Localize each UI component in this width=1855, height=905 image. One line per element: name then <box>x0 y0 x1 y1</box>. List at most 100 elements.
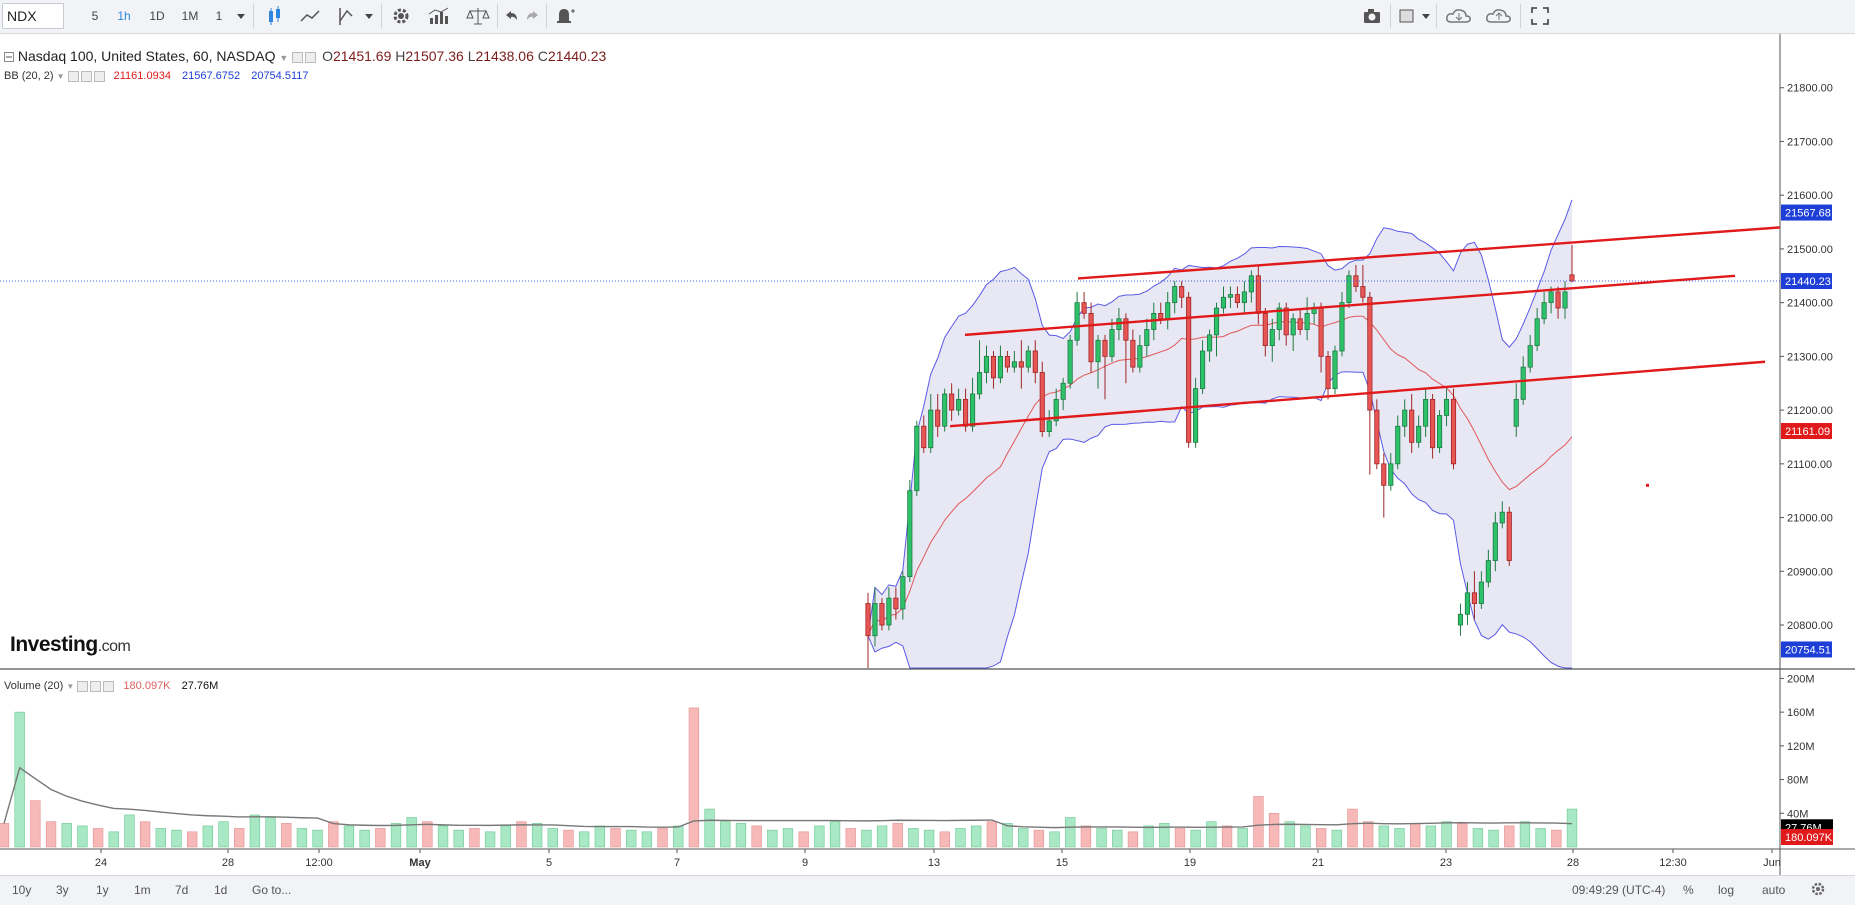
candle-body <box>997 355 1003 379</box>
line-chart-icon[interactable] <box>295 3 325 29</box>
settings-gear-icon[interactable] <box>1810 881 1826 900</box>
volume-bar <box>626 829 637 848</box>
percent-button[interactable]: % <box>1683 883 1694 897</box>
range-1y-button[interactable]: 1y <box>96 883 109 897</box>
bb-basis-value: 21161.0934 <box>113 70 171 82</box>
symbol-input[interactable]: NDX <box>2 3 64 29</box>
volume-bar <box>390 823 402 848</box>
auto-button[interactable]: auto <box>1762 883 1786 897</box>
interval-1-button[interactable]: 1 <box>208 3 230 29</box>
volume-bar <box>77 825 88 848</box>
volume-bar <box>375 828 386 848</box>
cloud-save-icon[interactable] <box>1483 3 1515 29</box>
volume-visibility-icon[interactable] <box>77 680 89 692</box>
template-dropdown-icon[interactable] <box>1418 3 1434 29</box>
volume-format-icon[interactable] <box>90 680 102 692</box>
bb-visibility-icon[interactable] <box>67 70 79 82</box>
goto-button[interactable]: Go to... <box>252 883 292 897</box>
bb-dropdown-icon[interactable]: ▼ <box>56 72 65 81</box>
candle-body <box>1395 425 1401 465</box>
candle-body <box>1248 275 1254 293</box>
axes: 20800.00 20900.00 21000.00 21100.00 21200.00… <box>95 83 1833 869</box>
candle-body <box>1276 307 1282 330</box>
range-1d-button[interactable]: 1d <box>214 883 228 897</box>
volume-bar <box>657 828 668 848</box>
bb-close-icon[interactable] <box>93 70 105 82</box>
main-legend: Nasdaq 100, United States, 60, NASDAQ ▼ … <box>4 48 606 64</box>
legend-dropdown-icon[interactable]: ▼ <box>279 53 289 63</box>
undo-icon[interactable] <box>501 3 521 29</box>
volume-bar <box>892 823 903 848</box>
interval-5-button[interactable]: 5 <box>82 3 108 29</box>
volume-bar <box>563 829 574 848</box>
bollinger-legend: BB (20, 2) ▼ 21161.0934 21567.6752 20754… <box>4 70 309 82</box>
volume-bar <box>1033 829 1045 848</box>
clock-text: 09:49:29 (UTC-4) <box>1572 883 1666 897</box>
volume-bar <box>1206 821 1217 848</box>
volume-bar <box>1018 828 1029 848</box>
volume-tick-label: 120M <box>1787 741 1815 753</box>
candle-body <box>1485 560 1491 583</box>
template-icon[interactable] <box>1395 3 1417 29</box>
indicators-dropdown-icon[interactable] <box>360 3 378 29</box>
time-tick-label: 9 <box>802 857 808 869</box>
volume-bar <box>1190 829 1201 848</box>
candle-body <box>1318 307 1324 357</box>
range-3y-button[interactable]: 3y <box>56 883 69 897</box>
interval-1m-button[interactable]: 1M <box>175 3 205 29</box>
price-marker-label: 21567.68 <box>1785 208 1831 220</box>
volume-series <box>0 707 1578 848</box>
bottom-toolbar: 10y 3y 1y 1m 7d 1d Go to... 09:49:29 (UT… <box>0 875 1855 905</box>
candle-body <box>1388 463 1394 486</box>
indicators-icon[interactable] <box>331 3 359 29</box>
candle-body <box>1109 329 1115 357</box>
candle-body <box>1213 307 1220 336</box>
candle-body <box>1123 318 1129 341</box>
interval-1d-button[interactable]: 1D <box>142 3 172 29</box>
scale-balance-icon[interactable] <box>464 3 492 29</box>
log-button[interactable]: log <box>1718 883 1735 897</box>
trendline <box>949 360 1766 428</box>
candle-body <box>1053 398 1059 422</box>
volume-marker-label: 180.097K <box>1785 832 1833 844</box>
volume-bar <box>939 831 950 848</box>
bollinger-lower-line <box>867 371 1572 669</box>
volume-bar <box>484 831 496 848</box>
interval-dropdown-icon[interactable] <box>232 3 250 29</box>
candle-body <box>907 490 913 578</box>
volume-bar <box>1551 829 1562 848</box>
bollinger-band-lines <box>867 199 1573 669</box>
volume-bar <box>92 828 104 848</box>
price-chart[interactable]: 20800.00 20900.00 21000.00 21100.00 21200.00… <box>0 34 1855 875</box>
volume-dropdown-icon[interactable]: ▼ <box>66 682 75 691</box>
alert-bell-icon[interactable] <box>551 3 577 29</box>
candle-body <box>872 603 878 637</box>
bb-format-icon[interactable] <box>80 70 92 82</box>
format-icon[interactable] <box>305 51 317 63</box>
candle-body <box>1067 339 1073 384</box>
range-7d-button[interactable]: 7d <box>175 883 189 897</box>
visibility-icon[interactable] <box>292 51 304 63</box>
candle-body <box>1423 398 1429 427</box>
redo-icon[interactable] <box>523 3 543 29</box>
candle-body <box>935 409 941 427</box>
range-10y-button[interactable]: 10y <box>12 883 32 897</box>
interval-1h-button[interactable]: 1h <box>110 3 138 29</box>
cloud-load-icon[interactable] <box>1443 3 1475 29</box>
candle-body <box>1325 355 1331 390</box>
bollinger-upper-line <box>867 199 1573 636</box>
candle-body <box>1227 294 1234 298</box>
camera-icon[interactable] <box>1358 3 1386 29</box>
candles-style-icon[interactable] <box>260 3 288 29</box>
volume-close-icon[interactable] <box>103 680 115 692</box>
top-toolbar: NDX 5 1h 1D 1M 1 <box>0 0 1855 34</box>
settings-gear-icon[interactable] <box>388 3 414 29</box>
trendlines <box>0 226 1781 487</box>
volume-bar <box>312 829 323 848</box>
compare-chart-icon[interactable] <box>423 3 453 29</box>
range-1m-button[interactable]: 1m <box>134 883 151 897</box>
collapse-icon[interactable] <box>4 52 14 63</box>
fullscreen-icon[interactable] <box>1527 3 1553 29</box>
candle-body <box>886 597 892 626</box>
time-tick-label: 12:00 <box>305 857 333 869</box>
